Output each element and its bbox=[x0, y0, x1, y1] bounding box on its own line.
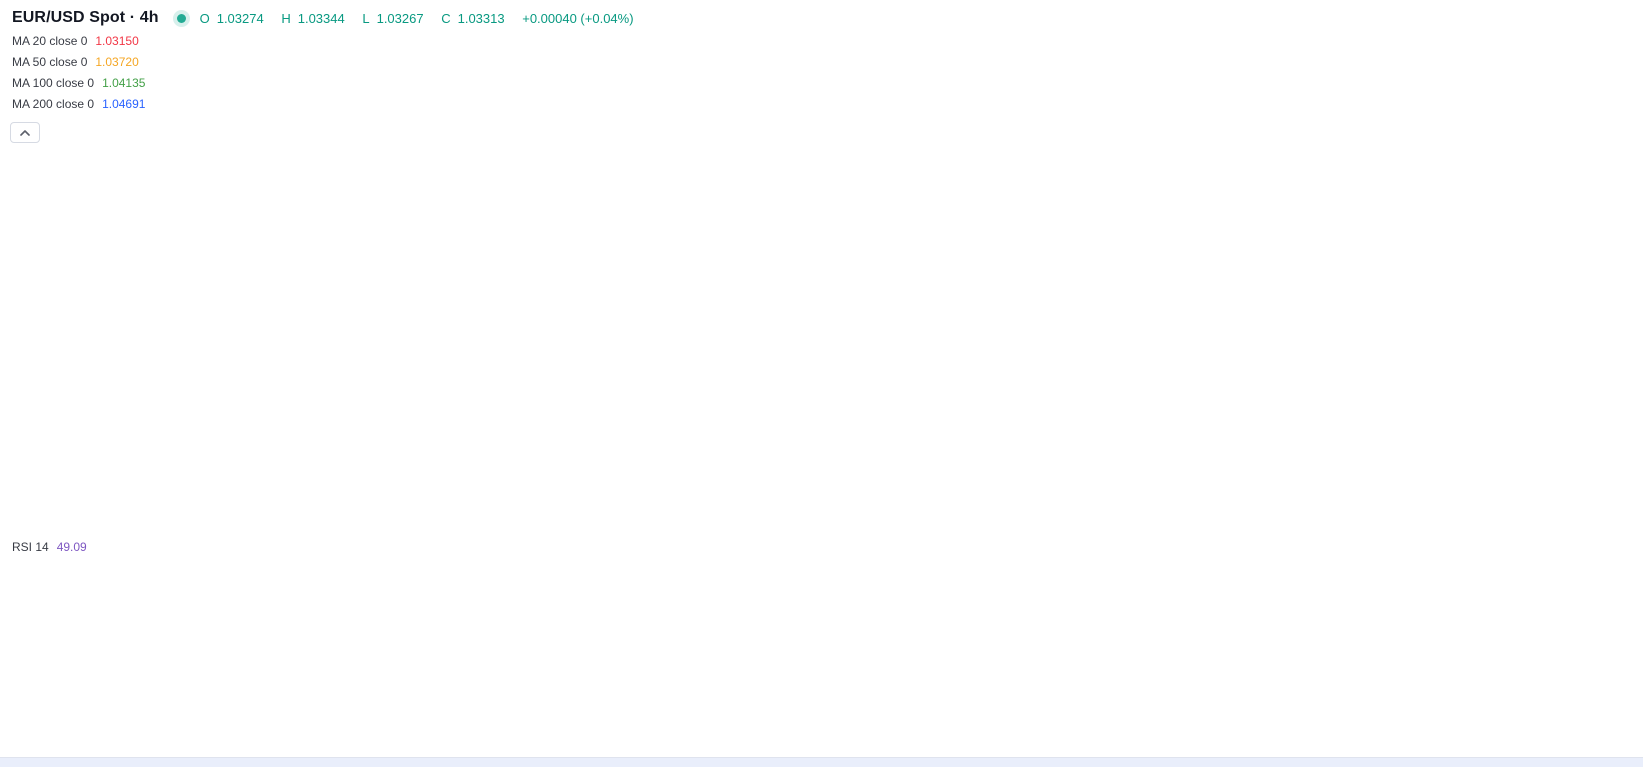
change-value: +0.00040 (+0.04%) bbox=[522, 10, 634, 26]
chevron-up-icon bbox=[20, 129, 30, 136]
close-value: C 1.03313 bbox=[441, 10, 505, 26]
bottom-toolbar-strip bbox=[0, 757, 1643, 767]
symbol-row[interactable]: EUR/USD Spot · 4h O 1.03274 H 1.03344 L 1.0… bbox=[8, 8, 645, 28]
ma20-value: 1.03150 bbox=[95, 34, 139, 48]
ohlc-values: O 1.03274 H 1.03344 L 1.03267 C 1.03313 +0.0… bbox=[200, 11, 641, 26]
time-axis[interactable] bbox=[0, 730, 1643, 757]
rsi-value: 49.09 bbox=[56, 540, 87, 554]
open-value: O 1.03274 bbox=[199, 10, 264, 26]
indicator-row-ma20[interactable]: MA 20 close 0 1.03150 bbox=[8, 33, 143, 49]
price-axis[interactable] bbox=[1522, 0, 1643, 730]
indicator-row-ma100[interactable]: MA 100 close 0 1.04135 bbox=[8, 75, 150, 91]
ma100-value: 1.04135 bbox=[102, 76, 146, 90]
indicator-row-ma50[interactable]: MA 50 close 0 1.03720 bbox=[8, 54, 143, 70]
high-value: H 1.03344 bbox=[281, 10, 345, 26]
symbol-title: EUR/USD Spot · 4h bbox=[12, 9, 159, 26]
low-value: L 1.03267 bbox=[362, 10, 424, 26]
indicator-row-ma200[interactable]: MA 200 close 0 1.04691 bbox=[8, 96, 150, 112]
legend-collapse-button[interactable] bbox=[10, 122, 40, 143]
rsi-legend: RSI 14 49.09 bbox=[8, 538, 91, 556]
ma50-value: 1.03720 bbox=[95, 55, 139, 69]
rsi-indicator-row[interactable]: RSI 14 49.09 bbox=[8, 539, 91, 555]
market-status-dot bbox=[176, 13, 186, 23]
chart-legend: EUR/USD Spot · 4h O 1.03274 H 1.03344 L 1.0… bbox=[8, 8, 645, 117]
ma200-value: 1.04691 bbox=[102, 97, 146, 111]
